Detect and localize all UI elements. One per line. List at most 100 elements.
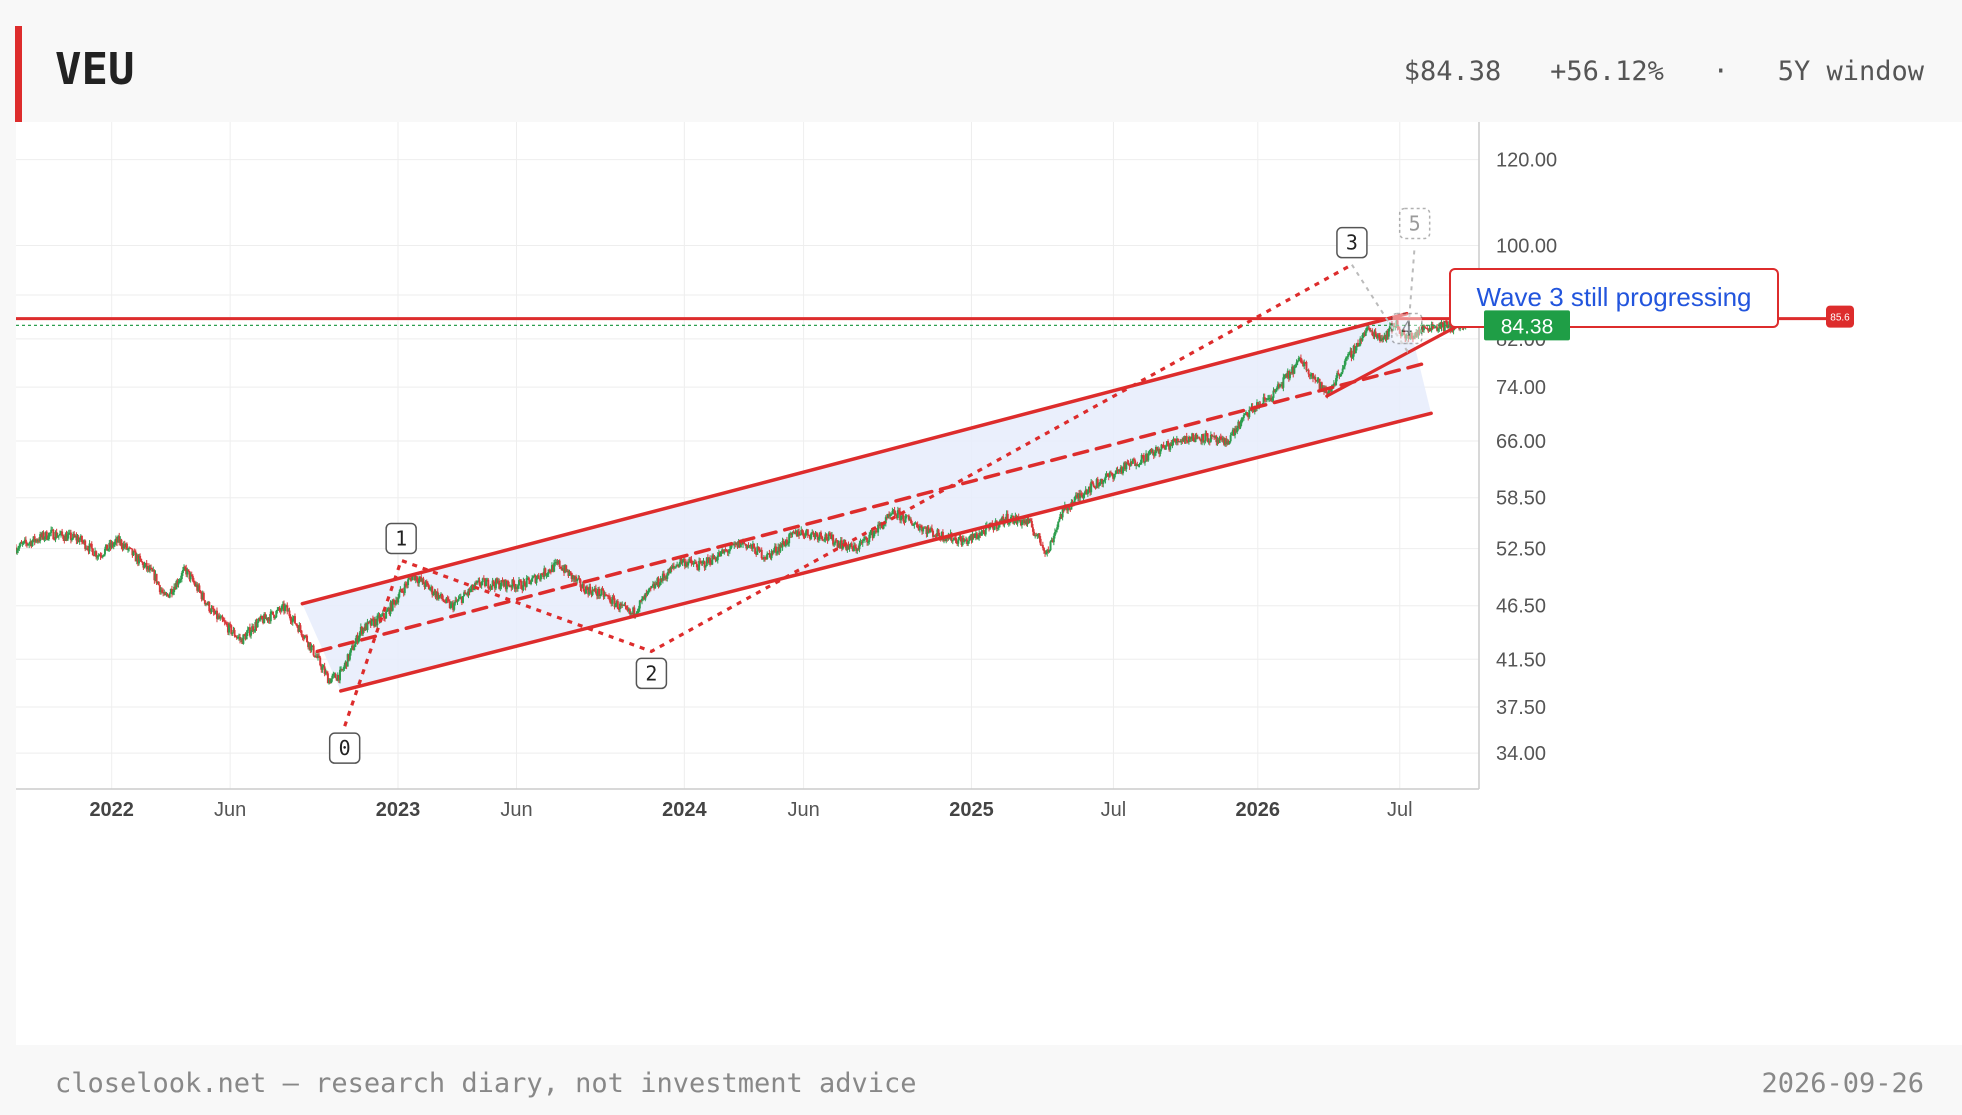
candle-body — [656, 578, 659, 585]
candle-body — [779, 544, 782, 552]
accent-bar — [15, 26, 22, 122]
candle-body — [176, 581, 179, 585]
candle-body — [865, 536, 868, 538]
candle-body — [666, 575, 669, 579]
candle-body — [1146, 453, 1149, 461]
candle-body — [858, 543, 861, 550]
candle-body — [1329, 389, 1332, 392]
candle-body — [509, 585, 512, 587]
candle-body — [1026, 518, 1029, 525]
chart-area[interactable]: 120.00100.0090.0082.0074.0066.0058.5052.… — [16, 122, 1962, 1045]
candle-body — [691, 563, 694, 565]
candle-body — [367, 621, 370, 623]
candle-body — [60, 531, 63, 534]
candle-body — [555, 562, 558, 564]
candle-body — [99, 555, 102, 557]
candle-body — [236, 637, 239, 639]
candle-body — [108, 542, 111, 549]
candle-body — [1230, 433, 1233, 436]
candle-body — [73, 533, 76, 537]
candle-body — [570, 572, 573, 579]
candle-body — [54, 532, 57, 540]
wave-label-4: 4 — [1391, 312, 1423, 345]
candle-body — [525, 578, 528, 587]
candle-body — [168, 593, 171, 598]
price-chart[interactable]: 120.00100.0090.0082.0074.0066.0058.5052.… — [16, 122, 1962, 1045]
candle-body — [538, 578, 541, 580]
candle-body — [100, 556, 103, 558]
candle-body — [996, 527, 999, 529]
candle-body — [843, 539, 846, 545]
candle-body — [493, 584, 496, 589]
candle-body — [646, 591, 649, 594]
candle-body — [179, 578, 182, 580]
candle-body — [353, 646, 356, 651]
candle-body — [929, 528, 932, 531]
candle-body — [306, 635, 309, 642]
wave-label-text: 1 — [395, 526, 407, 550]
candle-body — [1080, 493, 1083, 496]
candle-body — [583, 591, 586, 594]
candle-body — [315, 655, 318, 658]
candle-body — [129, 547, 132, 549]
candle-body — [1427, 328, 1430, 332]
candle-body — [1220, 439, 1223, 441]
candle-body — [474, 582, 477, 588]
candle-body — [563, 568, 566, 573]
candle-body — [17, 548, 20, 551]
candle-body — [948, 536, 951, 540]
candle-body — [767, 553, 770, 555]
candle-body — [885, 517, 888, 519]
candle-body — [1295, 362, 1298, 366]
candle-body — [32, 536, 35, 541]
candle-body — [575, 576, 578, 582]
last-price: $84.38 — [1403, 56, 1502, 87]
candle-body — [821, 536, 824, 540]
candle-body — [706, 557, 709, 563]
candle-body — [1153, 453, 1156, 456]
candle-body — [42, 532, 45, 540]
candle-body — [271, 611, 274, 615]
candle-body — [874, 530, 877, 532]
candle-body — [1041, 544, 1044, 548]
candle-body — [63, 538, 66, 541]
candle-body — [1215, 435, 1218, 443]
candle-body — [1290, 371, 1293, 373]
candle-body — [1130, 461, 1133, 464]
candle-body — [1299, 357, 1302, 363]
candle-body — [838, 543, 841, 548]
candle-body — [190, 574, 193, 576]
candle-body — [148, 567, 151, 571]
candle-body — [65, 534, 68, 541]
candle-body — [969, 535, 972, 537]
candle-body — [1288, 371, 1291, 379]
candle-body — [726, 550, 729, 553]
candle-body — [323, 666, 326, 674]
candle-body — [564, 565, 567, 573]
candle-body — [1236, 427, 1239, 432]
candle-body — [480, 582, 483, 586]
candle-body — [1315, 379, 1318, 381]
candle-body — [356, 635, 359, 643]
candle-body — [762, 557, 765, 559]
candle-body — [1089, 486, 1092, 493]
candle-body — [580, 587, 583, 589]
candle-body — [700, 562, 703, 564]
candle-body — [908, 519, 911, 521]
candle-body — [919, 526, 922, 528]
candle-body — [967, 541, 970, 545]
candle-body — [442, 598, 445, 601]
candle-body — [1179, 441, 1182, 443]
candle-body — [448, 601, 451, 608]
candle-body — [751, 543, 754, 549]
candle-body — [857, 548, 860, 550]
candle-body — [747, 545, 750, 547]
candle-body — [443, 600, 446, 603]
candle-body — [380, 615, 383, 617]
candle-body — [466, 593, 469, 595]
candle-body — [1208, 441, 1211, 443]
candle-body — [494, 578, 497, 589]
candle-body — [1238, 421, 1241, 428]
wedge-line — [1325, 319, 1469, 398]
candle-body — [733, 543, 736, 546]
